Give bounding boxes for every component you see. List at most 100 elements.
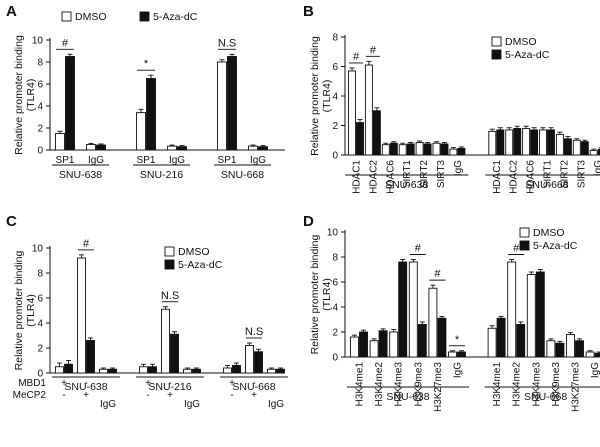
bar-dmso	[589, 150, 598, 156]
sign-mecp2: +	[251, 390, 257, 401]
category-label: SIRT3	[576, 160, 587, 189]
category-label: SIRT1	[402, 160, 413, 189]
y-tick-label: 2	[37, 124, 43, 135]
group-label: SNU-216	[140, 169, 183, 181]
bar-aza	[594, 352, 600, 358]
significance-label: N.S	[218, 37, 236, 49]
sign-mecp2: -	[146, 390, 149, 401]
significance-label: #	[62, 37, 69, 49]
category-label: SIRT2	[559, 160, 570, 189]
y-tick-label: 4	[37, 319, 43, 330]
bar-aza	[513, 127, 522, 156]
category-label: IgG	[250, 155, 266, 166]
sign-mbd1: +	[61, 378, 67, 389]
group-label: SNU-638	[385, 179, 428, 191]
bar-aza	[555, 342, 565, 358]
bar-aza	[96, 144, 106, 151]
bar-dmso	[348, 70, 356, 156]
y-tick-label: 2	[37, 344, 43, 355]
category-label: IgG	[590, 362, 600, 378]
bar-dmso	[267, 368, 276, 374]
y-tick-label: 4	[332, 92, 338, 103]
row-label-mbd1: MBD1	[18, 378, 46, 389]
category-label: H3K4me2	[512, 362, 523, 407]
sign-mbd1: -	[168, 378, 171, 389]
group-label: SNU-668	[221, 169, 264, 181]
panel-letter-d: D	[303, 213, 314, 230]
bar-dmso	[432, 142, 441, 156]
legend-swatch	[519, 240, 530, 251]
group-label: SNU-668	[525, 179, 568, 191]
legend-label: DMSO	[178, 246, 210, 258]
bar-dmso	[522, 127, 531, 156]
y-tick-label: 10	[32, 36, 44, 47]
bar-aza	[535, 271, 545, 358]
bar-aza	[170, 333, 179, 374]
category-label: SP1	[56, 155, 75, 166]
bar-aza	[496, 129, 505, 156]
legend-label: DMSO	[533, 227, 565, 239]
group-label: SNU-668	[232, 381, 275, 393]
legend-label: 5-Aza-dC	[153, 11, 198, 23]
bar-dmso	[566, 334, 575, 358]
category-label: HDAC1	[492, 160, 503, 194]
bar-dmso	[86, 144, 96, 151]
category-label: HDAC1	[352, 160, 363, 194]
legend-label: DMSO	[75, 11, 107, 23]
sign-mbd1: +	[229, 378, 235, 389]
category-label: SIRT3	[436, 160, 447, 189]
significance-label: #	[370, 44, 377, 56]
bar-dmso	[55, 133, 65, 151]
bar-aza	[148, 366, 157, 374]
y-axis-label: Relative promoter binding(TLR4)	[13, 35, 37, 155]
bar-dmso	[248, 145, 258, 151]
bar-dmso	[408, 261, 418, 358]
category-label: HDAC2	[509, 160, 520, 194]
bar-dmso	[389, 331, 399, 358]
category-label: SP1	[137, 155, 156, 166]
bar-aza	[597, 148, 600, 156]
y-tick-label: 8	[37, 58, 43, 69]
category-label: IgG	[169, 155, 185, 166]
category-label: H3K4me2	[374, 362, 385, 407]
sign-mbd1: +	[145, 378, 151, 389]
bar-aza	[258, 146, 268, 151]
y-tick-label: 0	[332, 151, 338, 162]
sign-mecp2: -	[62, 390, 65, 401]
y-tick-label: 0	[37, 146, 43, 157]
group-label: SNU-638	[64, 381, 107, 393]
bar-dmso	[555, 133, 564, 156]
significance-label: *	[455, 334, 460, 346]
bar-aza	[406, 143, 415, 156]
bar-aza	[457, 351, 466, 358]
bar-dmso	[415, 142, 424, 156]
bar-dmso	[398, 144, 407, 156]
bar-dmso	[449, 148, 458, 156]
bar-aza	[398, 261, 408, 358]
group-label: SNU-638	[386, 391, 429, 403]
significance-label: #	[83, 238, 90, 250]
y-axis-label: Relative promoter binding(TLR4)	[13, 251, 37, 371]
legend-label: DMSO	[505, 36, 537, 48]
category-label: HDAC6	[385, 160, 396, 194]
y-tick-label: 8	[332, 33, 338, 44]
y-axis-label: Relative promoter binding(TLR4)	[309, 235, 333, 355]
sign-mecp2: +	[83, 390, 89, 401]
bar-aza	[65, 56, 75, 151]
bar-aza	[563, 138, 572, 156]
legend-swatch	[61, 11, 72, 22]
legend-swatch	[164, 246, 175, 257]
y-tick-label: 6	[332, 62, 338, 73]
y-tick-label: 4	[332, 303, 338, 314]
bar-aza	[457, 147, 466, 156]
category-label: SIRT2	[419, 160, 430, 189]
bar-dmso	[99, 368, 108, 374]
bar-dmso	[167, 145, 177, 151]
bar-dmso	[55, 366, 64, 374]
legend-swatch	[139, 11, 150, 22]
bar-dmso	[364, 64, 373, 156]
significance-label: #	[353, 51, 360, 63]
